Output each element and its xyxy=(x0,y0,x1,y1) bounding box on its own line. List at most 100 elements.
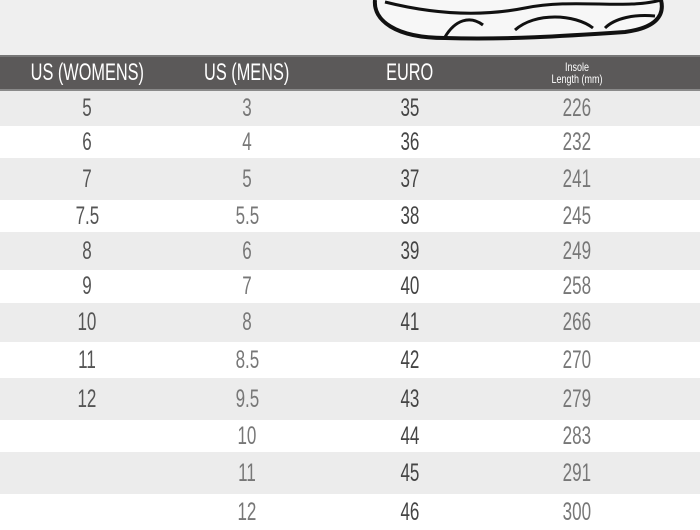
us-mens-cell: 6 xyxy=(167,232,327,270)
cell-value: 42 xyxy=(400,345,420,374)
us-womens-cell: 5 xyxy=(7,91,167,126)
us-womens-cell xyxy=(7,494,167,530)
us-mens-cell: 7 xyxy=(167,270,327,303)
table-row: 11 8.5 42 270 xyxy=(0,342,700,378)
cell-value: 44 xyxy=(400,421,420,450)
insole-length-cell: 291 xyxy=(497,452,657,494)
cell-value: 36 xyxy=(400,127,420,156)
insole-length-cell: 245 xyxy=(497,200,657,232)
cell-value: 10 xyxy=(237,421,257,450)
table-row: 7.5 5.5 38 245 xyxy=(0,200,700,232)
cell-value: 283 xyxy=(562,421,592,450)
table-header: US (WOMENS) US (MENS) EURO Insole Length … xyxy=(0,55,700,91)
cell-value: 39 xyxy=(400,236,420,265)
cell-value: 45 xyxy=(400,458,420,487)
us-mens-cell: 5.5 xyxy=(167,200,327,232)
us-womens-cell: 12 xyxy=(7,378,167,420)
table-row: 5 3 35 226 xyxy=(0,91,700,126)
table-row: 7 5 37 241 xyxy=(0,158,700,200)
euro-cell: 38 xyxy=(330,200,490,232)
euro-cell: 41 xyxy=(330,303,490,342)
cell-value: 4 xyxy=(242,127,252,156)
cell-value: 12 xyxy=(237,497,257,526)
table-row: 6 4 36 232 xyxy=(0,126,700,158)
cell-value: 37 xyxy=(400,164,420,193)
us-mens-cell: 10 xyxy=(167,420,327,452)
euro-cell: 44 xyxy=(330,420,490,452)
table-row: 11 45 291 xyxy=(0,452,700,494)
insole-length-cell: 226 xyxy=(497,91,657,126)
header-label: US (MENS) xyxy=(204,59,290,86)
cell-value: 291 xyxy=(562,458,592,487)
cell-value: 241 xyxy=(562,164,592,193)
table-row: 9 7 40 258 xyxy=(0,270,700,303)
cell-value: 249 xyxy=(562,236,592,265)
cell-value: 8 xyxy=(82,236,92,265)
table-row: 10 44 283 xyxy=(0,420,700,452)
euro-cell: 46 xyxy=(330,494,490,530)
us-womens-cell: 9 xyxy=(7,270,167,303)
insole-length-cell: 258 xyxy=(497,270,657,303)
us-mens-cell: 11 xyxy=(167,452,327,494)
cell-value: 270 xyxy=(562,345,592,374)
shoe-sole-icon xyxy=(372,0,664,41)
cell-value: 43 xyxy=(400,384,420,413)
us-mens-cell: 8.5 xyxy=(167,342,327,378)
insole-length-cell: 249 xyxy=(497,232,657,270)
us-womens-cell: 7.5 xyxy=(7,200,167,232)
cell-value: 5 xyxy=(242,164,252,193)
cell-value: 300 xyxy=(562,497,592,526)
us-womens-cell: 6 xyxy=(7,126,167,158)
us-mens-cell: 12 xyxy=(167,494,327,530)
table-row: 12 46 300 xyxy=(0,494,700,530)
shoe-illustration-area xyxy=(0,0,700,55)
us-womens-cell xyxy=(7,420,167,452)
us-womens-cell: 7 xyxy=(7,158,167,200)
cell-value: 266 xyxy=(562,308,592,336)
euro-cell: 39 xyxy=(330,232,490,270)
cell-value: 46 xyxy=(400,497,420,526)
cell-value: 6 xyxy=(82,127,92,156)
us-mens-cell: 5 xyxy=(167,158,327,200)
cell-value: 6 xyxy=(242,236,252,265)
euro-cell: 42 xyxy=(330,342,490,378)
cell-value: 7 xyxy=(82,164,92,193)
cell-value: 245 xyxy=(562,201,592,230)
header-us-womens: US (WOMENS) xyxy=(7,57,167,89)
us-mens-cell: 8 xyxy=(167,303,327,342)
us-womens-cell xyxy=(7,452,167,494)
header-length-mm: Length (mm) xyxy=(551,72,603,86)
cell-value: 7.5 xyxy=(75,201,99,230)
euro-cell: 35 xyxy=(330,91,490,126)
cell-value: 5 xyxy=(82,94,92,122)
cell-value: 35 xyxy=(400,94,420,122)
insole-length-cell: 283 xyxy=(497,420,657,452)
insole-length-cell: 300 xyxy=(497,494,657,530)
euro-cell: 37 xyxy=(330,158,490,200)
euro-cell: 36 xyxy=(330,126,490,158)
table-row: 10 8 41 266 xyxy=(0,303,700,342)
cell-value: 40 xyxy=(400,272,420,300)
insole-length-cell: 241 xyxy=(497,158,657,200)
insole-length-cell: 270 xyxy=(497,342,657,378)
header-insole-length: Insole Length (mm) xyxy=(497,57,657,89)
cell-value: 258 xyxy=(562,272,592,300)
cell-value: 226 xyxy=(562,94,592,122)
cell-value: 38 xyxy=(400,201,420,230)
us-womens-cell: 8 xyxy=(7,232,167,270)
cell-value: 9.5 xyxy=(235,384,259,413)
cell-value: 232 xyxy=(562,127,592,156)
us-womens-cell: 11 xyxy=(7,342,167,378)
insole-length-cell: 279 xyxy=(497,378,657,420)
euro-cell: 45 xyxy=(330,452,490,494)
us-mens-cell: 9.5 xyxy=(167,378,327,420)
cell-value: 7 xyxy=(242,272,252,300)
header-label: US (WOMENS) xyxy=(30,59,144,86)
cell-value: 5.5 xyxy=(235,201,259,230)
header-insole: Insole xyxy=(564,60,590,74)
cell-value: 11 xyxy=(78,345,96,374)
us-mens-cell: 3 xyxy=(167,91,327,126)
cell-value: 279 xyxy=(562,384,592,413)
euro-cell: 43 xyxy=(330,378,490,420)
cell-value: 9 xyxy=(82,272,92,300)
